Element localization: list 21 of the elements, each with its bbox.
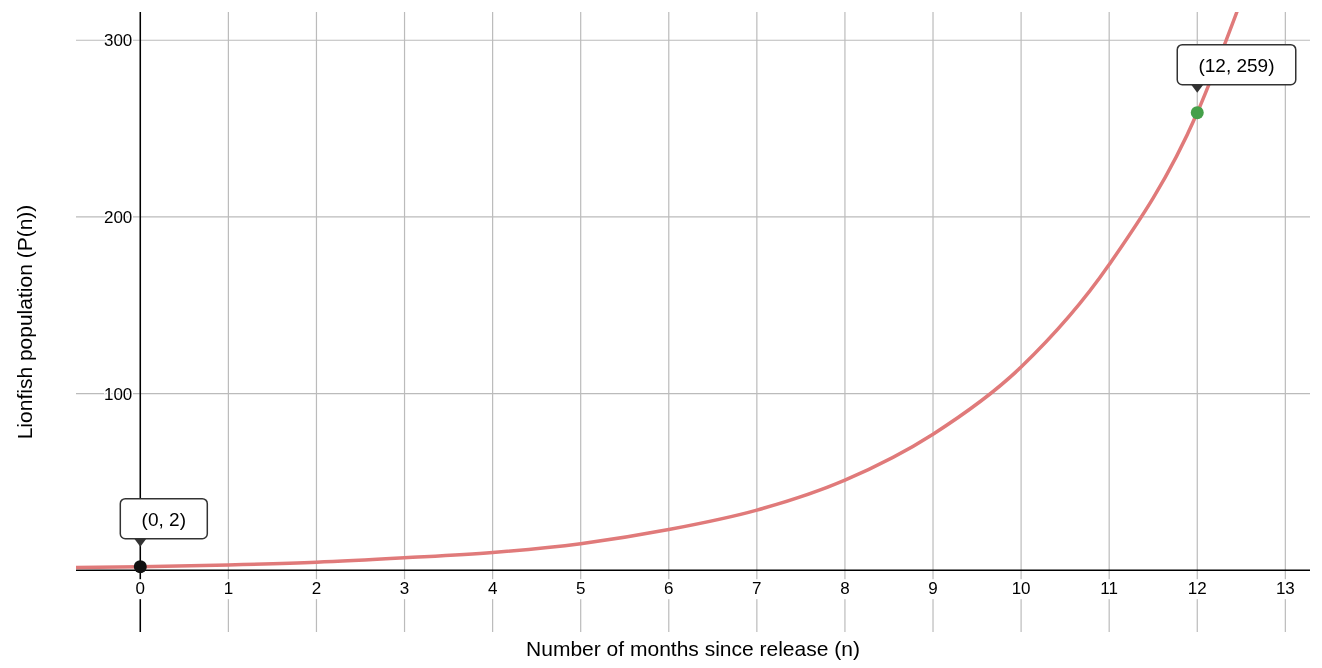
annotation: (0, 2): [141, 508, 186, 530]
x-tick-label: 1: [223, 579, 234, 599]
x-tick-label: 11: [1100, 579, 1119, 599]
x-tick-label: 10: [1011, 579, 1031, 599]
annotation: (12, 259): [1198, 54, 1275, 76]
y-axis-title: Lionfish population (P(n)): [13, 204, 36, 440]
x-tick-label: 5: [575, 579, 586, 599]
x-tick-label: 3: [399, 579, 410, 599]
x-tick-label: 0: [135, 579, 146, 599]
x-tick-label: 8: [840, 579, 850, 599]
y-tick-label: 300: [103, 31, 133, 51]
x-tick-label: 7: [752, 579, 762, 599]
x-axis-title: Number of months since release (n): [526, 637, 860, 660]
x-tick-label: 4: [487, 579, 498, 599]
x-tick-label: 6: [664, 579, 674, 599]
x-tick-label: 9: [928, 579, 938, 599]
x-tick-label: 12: [1187, 579, 1207, 599]
x-tick-label: 13: [1275, 579, 1295, 599]
x-tick-label: 2: [311, 579, 322, 599]
y-tick-label: 100: [103, 384, 133, 404]
y-tick-label: 200: [103, 207, 133, 227]
